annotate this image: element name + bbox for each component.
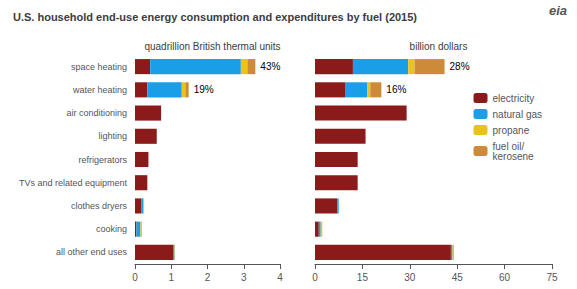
svg-text:natural gas: natural gas: [493, 109, 542, 120]
svg-text:cooking: cooking: [96, 224, 127, 234]
svg-text:28%: 28%: [450, 61, 470, 72]
svg-text:43%: 43%: [260, 61, 280, 72]
svg-text:refrigerators: refrigerators: [78, 155, 127, 165]
svg-text:lighting: lighting: [98, 131, 127, 141]
svg-text:4: 4: [277, 272, 283, 283]
svg-text:3: 3: [241, 272, 247, 283]
svg-text:U.S. household end-use energy: U.S. household end-use energy consumptio…: [13, 11, 417, 23]
svg-text:16%: 16%: [386, 84, 406, 95]
svg-text:45: 45: [452, 272, 464, 283]
svg-text:kerosene: kerosene: [493, 151, 535, 162]
svg-text:75: 75: [546, 272, 558, 283]
svg-text:water heating: water heating: [72, 85, 127, 95]
svg-text:all other end uses: all other end uses: [56, 247, 128, 257]
svg-text:fuel oil/: fuel oil/: [492, 140, 525, 152]
svg-text:19%: 19%: [194, 84, 214, 95]
svg-text:2: 2: [205, 272, 211, 283]
svg-text:0: 0: [132, 272, 138, 283]
svg-text:space heating: space heating: [71, 62, 127, 72]
svg-text:quadrillion British thermal un: quadrillion British thermal units: [144, 41, 280, 52]
svg-text:clothes dryers: clothes dryers: [71, 201, 128, 211]
svg-text:TVs and related equipment: TVs and related equipment: [19, 178, 128, 188]
svg-text:0: 0: [312, 272, 318, 283]
svg-text:eia: eia: [549, 3, 567, 18]
svg-text:30: 30: [404, 272, 416, 283]
svg-text:1: 1: [168, 272, 174, 283]
svg-text:60: 60: [499, 272, 511, 283]
svg-text:air conditioning: air conditioning: [66, 108, 127, 118]
svg-text:electricity: electricity: [493, 93, 535, 104]
svg-text:propane: propane: [493, 125, 530, 136]
svg-text:15: 15: [357, 272, 369, 283]
svg-text:billion dollars: billion dollars: [410, 41, 468, 52]
